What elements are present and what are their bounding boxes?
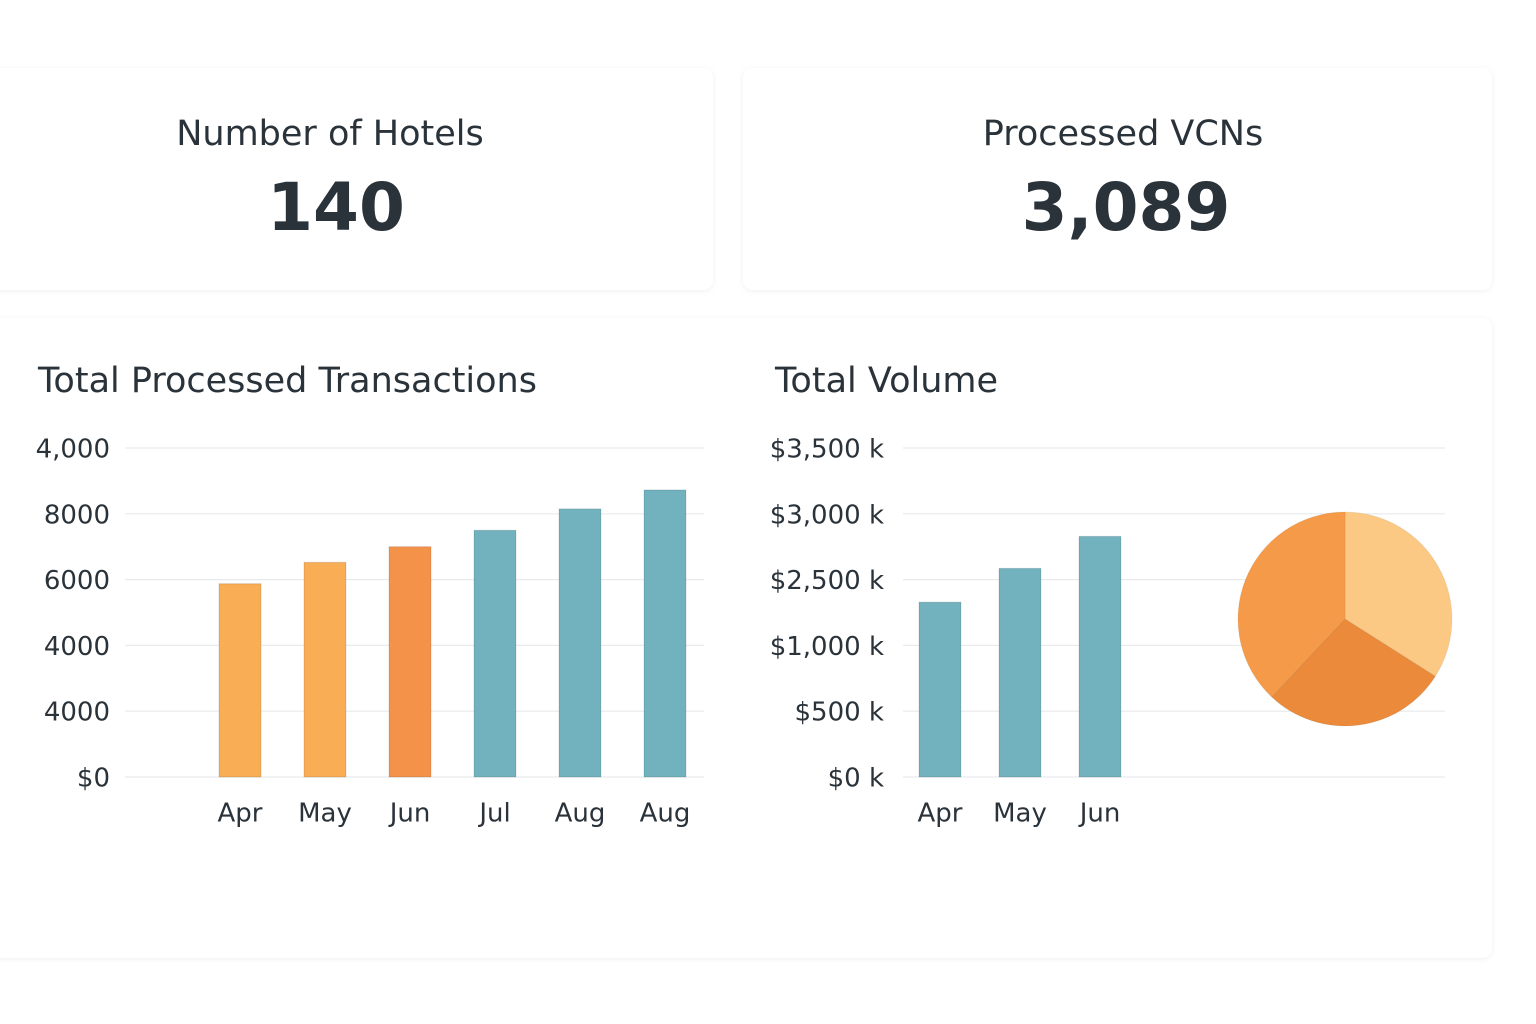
bar	[558, 508, 602, 778]
pie-slice	[1344, 511, 1453, 678]
bar	[998, 567, 1042, 778]
chart-card	[0, 318, 1492, 958]
x-tick-label: Jun	[1078, 799, 1121, 829]
kpi-card	[0, 68, 713, 290]
bar	[303, 561, 347, 778]
pie-slice	[1237, 511, 1346, 698]
pie-slice	[1271, 618, 1437, 727]
x-tick-label: Apr	[218, 799, 263, 829]
y-tick-label: $2,500 k	[770, 566, 884, 596]
x-tick-label: Aug	[640, 799, 691, 829]
kpi-card	[743, 68, 1492, 290]
y-tick-label: $1,000 k	[770, 632, 884, 662]
x-tick-label: May	[993, 799, 1047, 829]
bar	[473, 529, 517, 778]
x-tick-label: Apr	[918, 799, 963, 829]
y-tick-label: 8000	[44, 500, 110, 530]
y-tick-label: $3,000 k	[770, 500, 884, 530]
x-tick-label: Jun	[388, 799, 431, 829]
y-tick-label: 4000	[44, 698, 110, 728]
bar	[388, 546, 432, 778]
y-tick-label: $0	[77, 764, 110, 794]
y-tick-label: 4000	[44, 632, 110, 662]
y-tick-label: $500 k	[795, 698, 885, 728]
x-tick-label: Jul	[477, 799, 510, 829]
chart-title: Total Volume	[774, 361, 998, 401]
kpi-title: Processed VCNs	[983, 114, 1263, 154]
x-tick-label: May	[298, 799, 352, 829]
kpi-value: 140	[267, 169, 405, 246]
x-tick-label: Aug	[555, 799, 606, 829]
bar	[1078, 535, 1122, 778]
y-tick-label: 4,000	[36, 435, 110, 465]
y-tick-label: 6000	[44, 566, 110, 596]
y-tick-label: $3,500 k	[770, 435, 884, 465]
bar	[218, 583, 262, 778]
kpi-title: Number of Hotels	[176, 114, 484, 154]
kpi-value: 3,089	[1022, 169, 1231, 246]
bar	[918, 601, 962, 778]
chart-title: Total Processed Transactions	[37, 361, 537, 401]
bar	[643, 489, 687, 778]
y-tick-label: $0 k	[828, 764, 884, 794]
